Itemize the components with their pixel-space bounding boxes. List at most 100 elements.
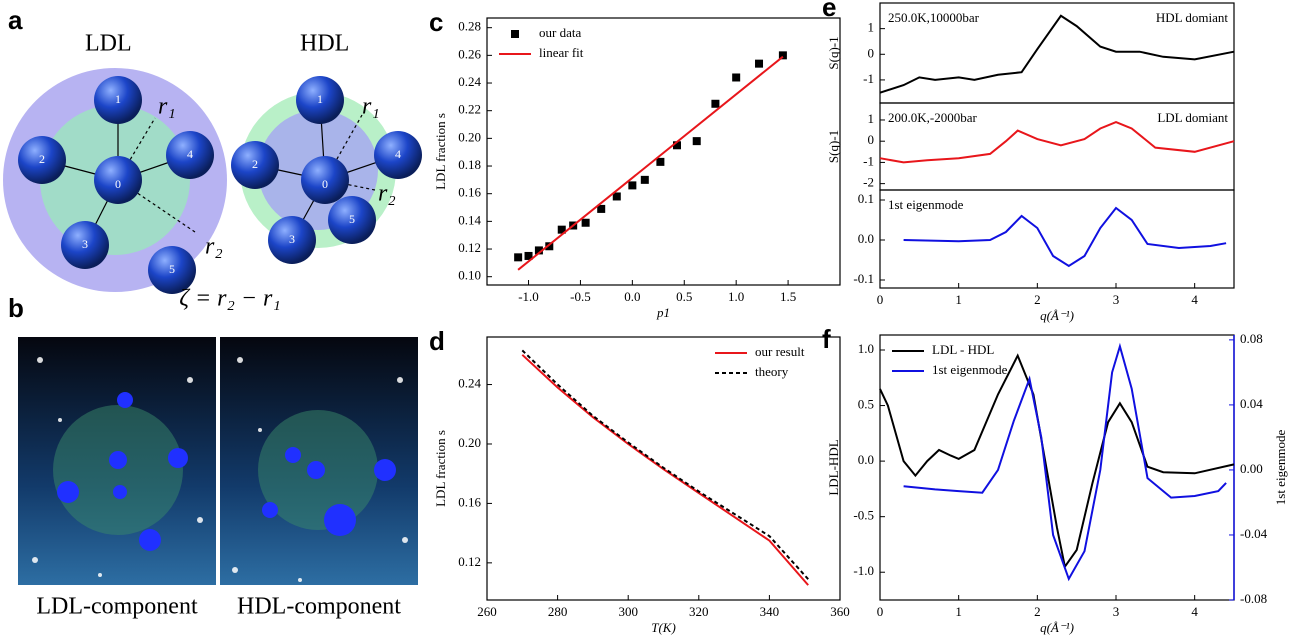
panel-label: e bbox=[822, 0, 836, 22]
data-point bbox=[581, 218, 590, 227]
y-axis-label: LDL fraction s bbox=[433, 113, 448, 190]
y-tick-label: 0.12 bbox=[458, 554, 481, 569]
data-point bbox=[514, 253, 523, 262]
y-axis-label: LDL-HDL bbox=[826, 439, 841, 495]
x-tick-label: 4 bbox=[1191, 604, 1198, 619]
panel-label: d bbox=[429, 326, 445, 356]
panel-label: a bbox=[8, 5, 23, 35]
line-series bbox=[517, 55, 784, 271]
y-tick-label: 0.20 bbox=[458, 129, 481, 144]
legend-label: linear fit bbox=[539, 45, 584, 60]
atom-label: 0 bbox=[322, 177, 328, 191]
panel-b: b LDL-component HDL-component bbox=[8, 293, 418, 620]
caption: HDL-component bbox=[237, 594, 401, 620]
x-tick-label: 1.5 bbox=[780, 289, 796, 304]
atom-label: 1 bbox=[317, 92, 323, 106]
y-tick-label: -1 bbox=[863, 153, 874, 168]
y-tick-label: -1 bbox=[863, 71, 874, 86]
data-point bbox=[612, 192, 621, 201]
x-axis-label: q(Å⁻¹) bbox=[1040, 308, 1074, 323]
atom-label: 4 bbox=[187, 147, 193, 161]
y-tick-label: 0 bbox=[868, 132, 875, 147]
data-point bbox=[557, 225, 566, 234]
y-tick-label: 0.28 bbox=[458, 19, 481, 34]
line-series bbox=[879, 14, 1235, 94]
r2-label: r₂ bbox=[205, 234, 223, 260]
line-series bbox=[521, 354, 809, 586]
y-tick-label: -0.5 bbox=[853, 508, 874, 523]
x-tick-label: 4 bbox=[1191, 292, 1198, 307]
legend-label: our result bbox=[755, 344, 805, 359]
x-tick-label: 1 bbox=[955, 292, 962, 307]
annotation: 250.0K,10000bar bbox=[888, 10, 980, 25]
plot-frame bbox=[879, 189, 1235, 289]
line-series bbox=[903, 342, 1227, 582]
caption: LDL-component bbox=[36, 594, 198, 620]
data-point bbox=[692, 137, 701, 146]
molecule bbox=[57, 392, 396, 551]
x-tick-label: 1.0 bbox=[728, 289, 744, 304]
line-series bbox=[879, 353, 1235, 570]
y-tick-label: 0.0 bbox=[858, 231, 874, 246]
ldl-title: LDL bbox=[85, 31, 132, 57]
y-tick-label: 0.26 bbox=[458, 46, 481, 61]
y2-tick-label: -0.04 bbox=[1240, 526, 1268, 541]
y-tick-label: 0.10 bbox=[458, 268, 481, 283]
legend-label: LDL - HDL bbox=[932, 342, 994, 357]
data-point bbox=[672, 141, 681, 150]
y-tick-label: 1 bbox=[868, 20, 875, 35]
x-tick-label: -1.0 bbox=[518, 289, 539, 304]
atom-label: 2 bbox=[252, 157, 258, 171]
data-point bbox=[656, 157, 665, 166]
plot-frame bbox=[486, 336, 841, 601]
x-tick-label: 0 bbox=[877, 292, 884, 307]
charts: -1.0 -0.5 0.0 0.5 1.0 1.50.100.120.140.160.18… bbox=[429, 0, 1288, 635]
data-point bbox=[732, 73, 741, 82]
y-tick-label: 0.16 bbox=[458, 185, 481, 200]
y-tick-label: 0 bbox=[868, 45, 875, 60]
x-tick-label: 1 bbox=[955, 604, 962, 619]
panel-label: c bbox=[429, 7, 443, 37]
x-tick-label: 320 bbox=[689, 604, 709, 619]
atom-label: 0 bbox=[115, 177, 121, 191]
panel-label: f bbox=[822, 324, 831, 354]
plot-frame bbox=[486, 17, 841, 286]
x-tick-label: 0.0 bbox=[624, 289, 640, 304]
y-tick-label: 1.0 bbox=[858, 341, 874, 356]
y-tick-label: 0.18 bbox=[458, 157, 481, 172]
data-point bbox=[545, 242, 554, 251]
hdl-title: HDL bbox=[300, 31, 349, 57]
shell bbox=[53, 405, 183, 535]
r2-label: r₂ bbox=[378, 181, 396, 207]
x-tick-label: 2 bbox=[1034, 604, 1041, 619]
particles bbox=[32, 357, 408, 582]
atom-label: 3 bbox=[289, 232, 295, 246]
legend-label: 1st eigenmode bbox=[932, 362, 1008, 377]
data-point bbox=[597, 204, 606, 213]
y2-tick-label: -0.08 bbox=[1240, 591, 1267, 606]
line-series bbox=[903, 206, 1227, 268]
y-axis-label: S(q)-1 bbox=[826, 130, 841, 163]
y-axis-label: LDL fraction s bbox=[433, 430, 448, 507]
y-tick-label: 0.12 bbox=[458, 240, 481, 255]
atom-label: 5 bbox=[169, 262, 175, 276]
atoms bbox=[18, 76, 422, 294]
y-tick-label: -2 bbox=[863, 175, 874, 190]
x-tick-label: 340 bbox=[760, 604, 780, 619]
data-point bbox=[524, 251, 533, 260]
atom-label: 2 bbox=[39, 152, 45, 166]
y-tick-label: 0.24 bbox=[458, 376, 481, 391]
line-series bbox=[879, 121, 1235, 164]
y2-tick-label: 0.08 bbox=[1240, 331, 1263, 346]
x-tick-label: 0 bbox=[877, 604, 884, 619]
legend-label: our data bbox=[539, 25, 581, 40]
x-tick-label: 3 bbox=[1113, 292, 1120, 307]
data-point bbox=[711, 99, 720, 108]
y-tick-label: 0.5 bbox=[858, 397, 874, 412]
formula: ζ = r₂ − r₁ bbox=[179, 286, 280, 312]
data-point bbox=[755, 59, 764, 68]
y-tick-label: 0.0 bbox=[858, 452, 874, 467]
atom-label: 1 bbox=[115, 92, 121, 106]
legend-label: theory bbox=[755, 364, 789, 379]
